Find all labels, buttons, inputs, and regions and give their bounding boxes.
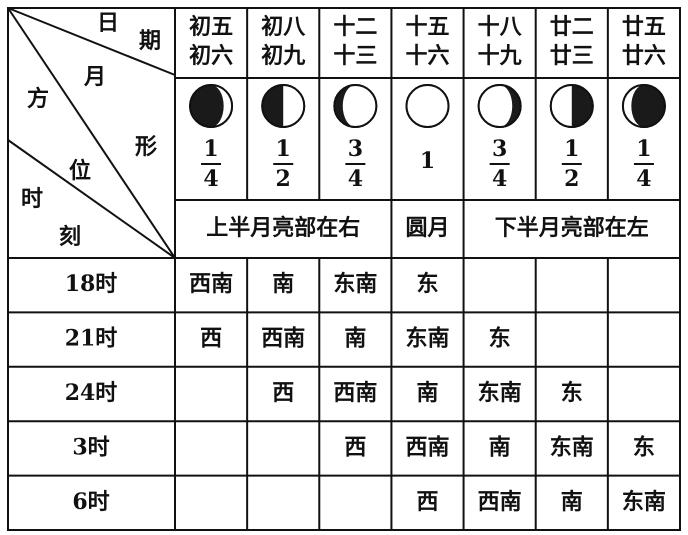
direction-cell: 西南 [405, 434, 449, 460]
fraction-numerator: 1 [636, 136, 651, 162]
fraction-numerator: 1 [276, 136, 291, 162]
direction-cell: 南 [344, 326, 366, 352]
moon-outline [405, 84, 450, 128]
moon-outline [621, 84, 666, 128]
moon-lit [550, 85, 572, 127]
fraction-denominator: 4 [636, 166, 651, 192]
corner-diagonal [7, 7, 176, 76]
corner-label: 日 [97, 10, 119, 36]
direction-cell: 东南 [550, 434, 594, 460]
fraction-denominator: 2 [564, 166, 579, 192]
direction-cell: 南 [416, 380, 438, 406]
direction-cell: 东南 [333, 271, 377, 297]
moon-outline [189, 84, 234, 128]
moon-lit [283, 85, 305, 127]
time-label: 18时 [65, 271, 118, 297]
date-label: 十三 [333, 43, 377, 69]
moon-outline [261, 84, 306, 128]
date-label: 廿三 [550, 43, 594, 69]
time-label: 21时 [65, 326, 118, 352]
direction-cell: 南 [561, 489, 583, 515]
direction-cell: 东 [561, 380, 583, 406]
direction-cell: 东 [489, 326, 511, 352]
date-label: 十六 [405, 43, 449, 69]
date-label: 十九 [478, 43, 522, 69]
direction-cell: 东南 [478, 380, 522, 406]
date-label: 初九 [261, 43, 305, 69]
direction-cell: 西 [200, 326, 222, 352]
moon-lit [622, 85, 644, 127]
direction-cell: 西南 [333, 380, 377, 406]
fraction-numerator: 1 [564, 136, 579, 162]
fraction-denominator: 4 [203, 166, 218, 192]
direction-cell: 南 [489, 434, 511, 460]
moon-lit [342, 85, 377, 127]
direction-cell: 东南 [405, 326, 449, 352]
phase-label: 下半月亮部在左 [495, 215, 649, 241]
moon-outline [549, 84, 594, 128]
fraction-denominator: 2 [276, 166, 291, 192]
fraction-numerator: 1 [203, 136, 218, 162]
corner-label: 位 [69, 158, 91, 184]
corner-diagonal [7, 139, 176, 259]
moon-lit [478, 85, 513, 127]
fraction-numerator: 3 [348, 136, 363, 162]
direction-cell: 南 [272, 271, 294, 297]
time-label: 3时 [72, 434, 109, 460]
corner-label: 月 [83, 64, 106, 90]
date-label: 十八 [478, 14, 523, 40]
direction-cell: 西南 [478, 489, 522, 515]
table-border [7, 7, 681, 531]
fraction-denominator: 4 [348, 166, 363, 192]
time-label: 6时 [72, 489, 109, 515]
direction-cell: 东 [416, 271, 438, 297]
date-label: 初八 [261, 14, 306, 40]
moon-lit [211, 85, 233, 127]
moon-outline [477, 84, 522, 128]
phase-label: 上半月亮部在右 [206, 215, 360, 241]
corner-label: 形 [135, 134, 157, 160]
corner-label: 刻 [59, 224, 81, 250]
corner-label: 期 [139, 28, 161, 54]
fraction-whole: 1 [420, 148, 435, 174]
date-label: 初五 [189, 14, 233, 40]
corner-label: 时 [21, 186, 43, 212]
direction-cell: 西 [344, 434, 366, 460]
fraction-denominator: 4 [492, 166, 507, 192]
direction-cell: 西南 [189, 271, 233, 297]
time-label: 24时 [65, 380, 118, 406]
moon-lit [406, 85, 449, 127]
direction-cell: 东南 [622, 489, 666, 515]
date-label: 十二 [333, 14, 377, 40]
moon-outline [333, 84, 378, 128]
phase-label: 圆月 [405, 215, 449, 241]
direction-cell: 西 [272, 380, 294, 406]
corner-label: 方 [27, 86, 49, 112]
direction-cell: 西南 [261, 326, 305, 352]
fraction-numerator: 3 [492, 136, 507, 162]
direction-cell: 西 [416, 489, 438, 515]
date-label: 初六 [189, 43, 233, 69]
date-label: 廿六 [622, 43, 666, 69]
date-label: 十五 [405, 14, 449, 40]
date-label: 廿五 [622, 14, 666, 40]
direction-cell: 东 [633, 434, 655, 460]
date-label: 廿二 [550, 14, 594, 40]
corner-diagonal [7, 7, 176, 259]
